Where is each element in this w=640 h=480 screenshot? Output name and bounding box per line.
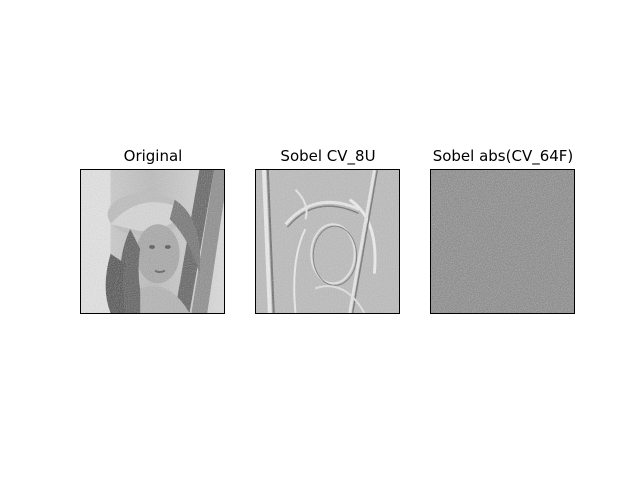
image-sobel-8u-content xyxy=(256,170,399,313)
image-sobel-abs-64f-content xyxy=(431,170,574,313)
image-original-content xyxy=(81,170,224,313)
image-sobel-abs-64f xyxy=(430,169,575,314)
panel-title-sobel-8u: Sobel CV_8U xyxy=(238,147,418,165)
image-original xyxy=(80,169,225,314)
panel-title-original: Original xyxy=(63,147,243,165)
panel-title-sobel-abs-64f: Sobel abs(CV_64F) xyxy=(413,147,593,165)
image-sobel-8u xyxy=(255,169,400,314)
